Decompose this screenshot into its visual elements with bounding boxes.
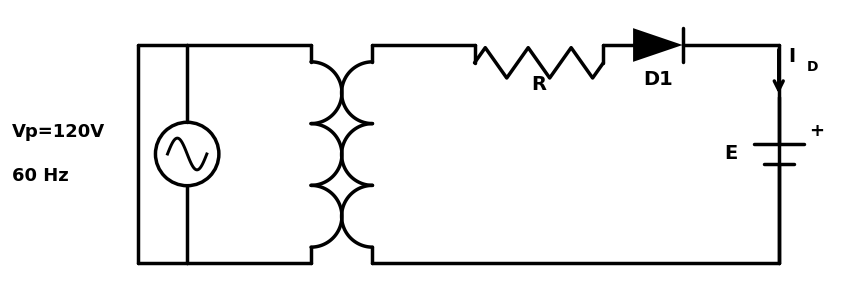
Text: R: R xyxy=(532,75,546,94)
Text: Vp=120V: Vp=120V xyxy=(12,123,105,141)
Text: D: D xyxy=(806,60,818,74)
Text: D1: D1 xyxy=(643,70,672,89)
Text: 60 Hz: 60 Hz xyxy=(12,167,69,185)
Text: +: + xyxy=(810,122,824,140)
Text: I: I xyxy=(789,47,795,66)
Polygon shape xyxy=(633,28,683,62)
Text: E: E xyxy=(724,144,738,163)
